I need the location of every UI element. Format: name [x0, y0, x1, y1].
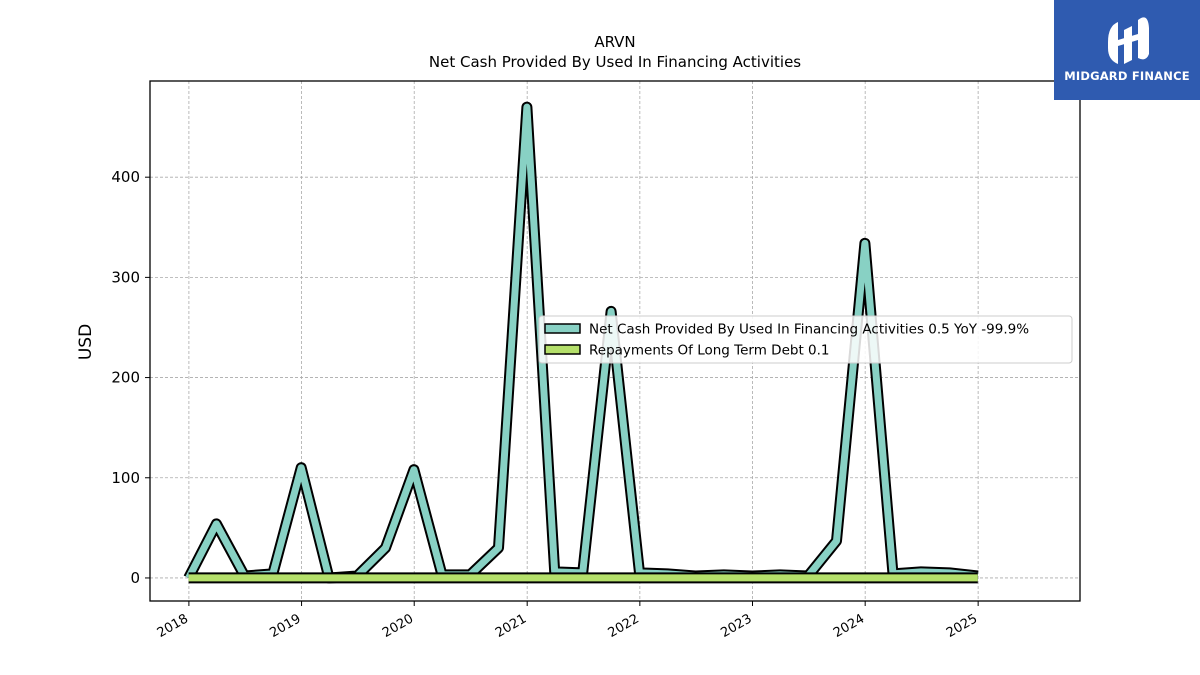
- series-lines: [183, 101, 979, 584]
- x-tick-label: 2025: [944, 611, 980, 641]
- chart-title: ARVN: [594, 33, 635, 51]
- y-tick-label: 0: [130, 569, 140, 587]
- brand-logo: MIDGARD FINANCE: [1054, 0, 1200, 100]
- legend-label-1: Net Cash Provided By Used In Financing A…: [589, 322, 1029, 338]
- x-tick-label: 2019: [267, 611, 303, 641]
- legend-label-2: Repayments Of Long Term Debt 0.1: [589, 343, 830, 359]
- y-tick-label: 200: [111, 369, 140, 387]
- legend-swatch-1: [544, 323, 581, 334]
- y-tick-label: 100: [111, 469, 140, 487]
- legend: Net Cash Provided By Used In Financing A…: [538, 315, 1073, 364]
- x-tick-label: 2018: [155, 611, 191, 641]
- y-tick-label: 300: [111, 268, 140, 286]
- x-tick-label: 2024: [831, 611, 867, 641]
- x-tick-label: 2022: [606, 611, 642, 641]
- chart-subtitle: Net Cash Provided By Used In Financing A…: [429, 53, 801, 71]
- logo-text: MIDGARD FINANCE: [1064, 69, 1190, 83]
- plot-frame: [149, 80, 1081, 602]
- legend-box: [538, 315, 1073, 364]
- x-tick-label: 2021: [493, 611, 529, 641]
- y-tick-label: 400: [111, 168, 140, 186]
- x-tick-label: 2023: [718, 611, 754, 641]
- x-tick-label: 2020: [380, 611, 416, 641]
- logo-mark-icon: [1108, 17, 1149, 64]
- legend-swatch-2: [544, 344, 581, 355]
- y-axis-label: USD: [76, 324, 96, 360]
